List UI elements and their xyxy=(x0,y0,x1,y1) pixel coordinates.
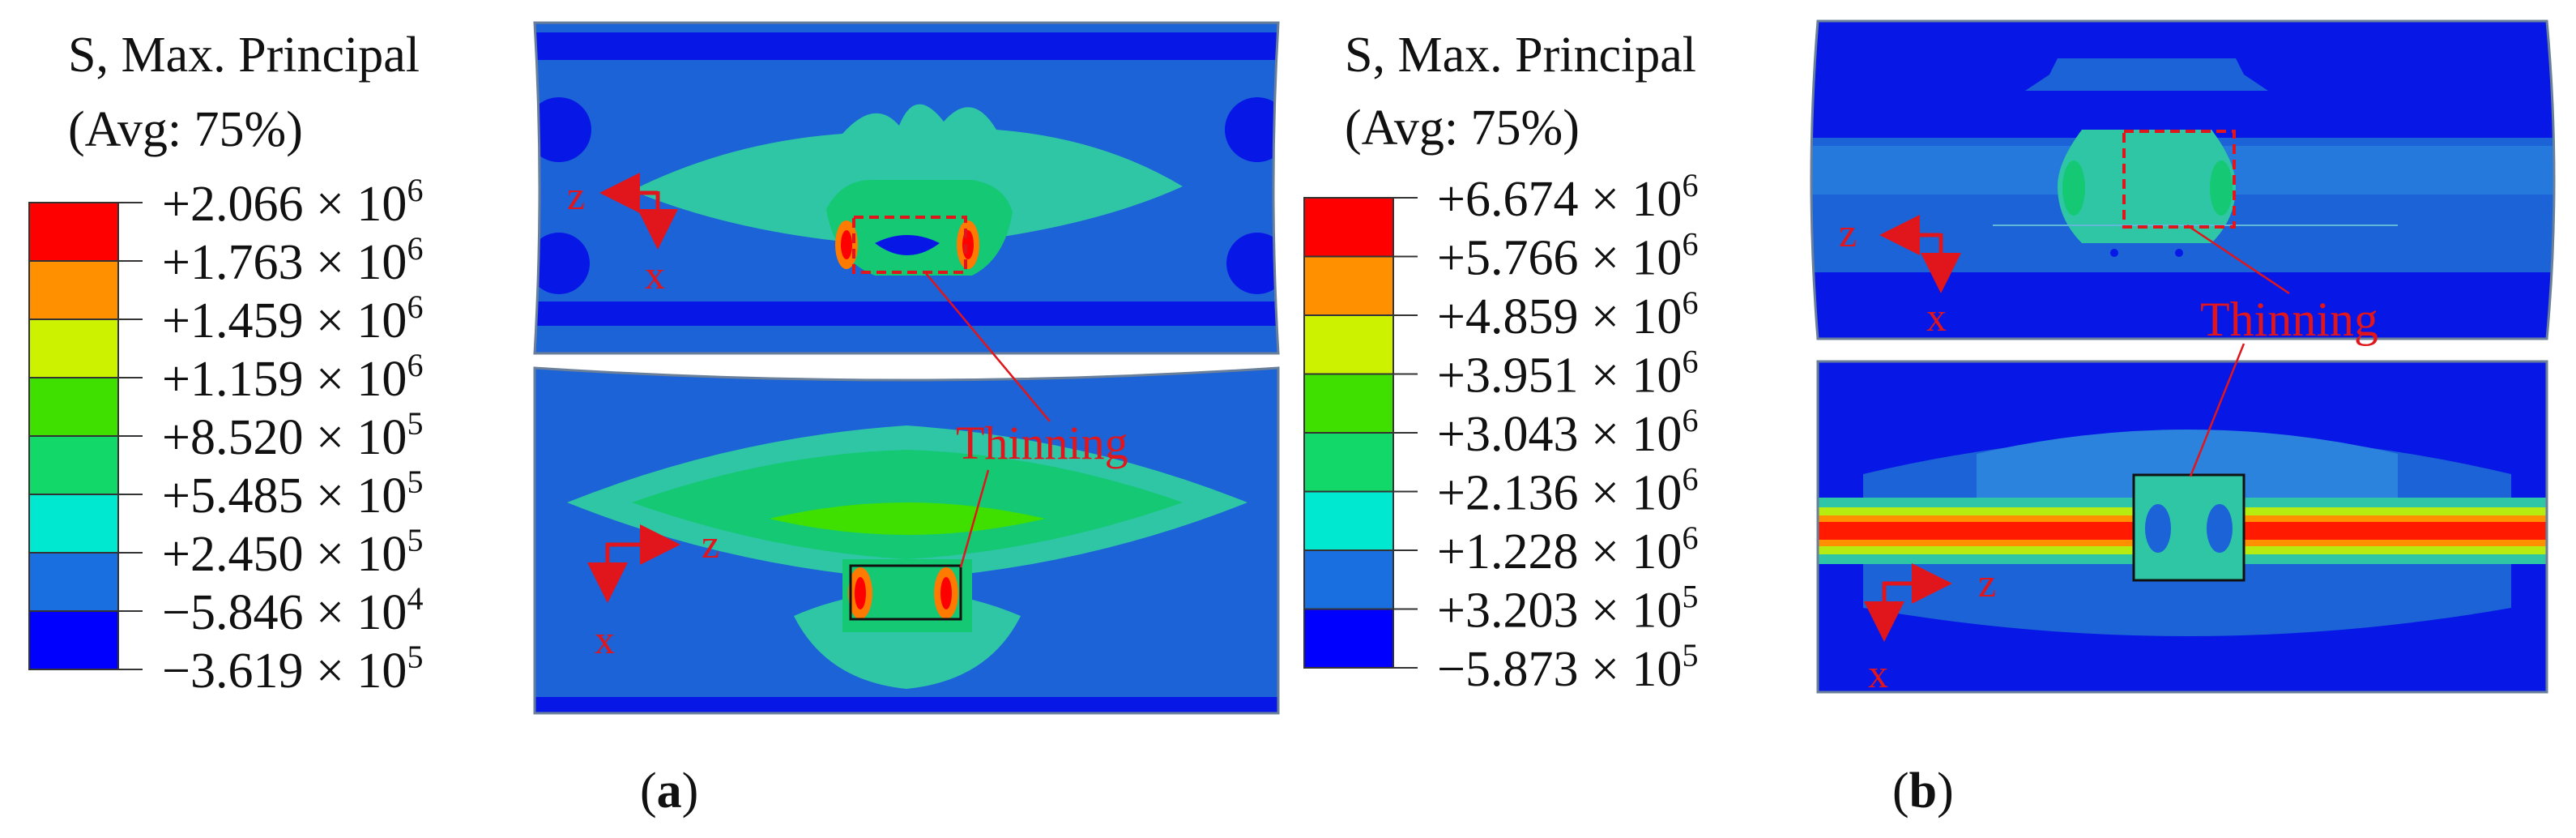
legend-b-label: +5.766 × 106 xyxy=(1437,226,1698,286)
thinning-region-b-top xyxy=(2122,130,2236,229)
legend-b-swatch xyxy=(1303,314,1394,375)
legend-b-label: +3.203 × 105 xyxy=(1437,579,1698,639)
cylinder-a-top: z x xyxy=(533,21,1280,355)
leader-a-top xyxy=(924,271,1051,422)
caption-a: (a) xyxy=(640,763,698,819)
legend-a-label: +8.520 × 105 xyxy=(162,405,423,465)
legend-b-title: S, Max. Principal xyxy=(1345,28,1696,83)
leader-b-bottom xyxy=(2189,343,2245,477)
legend-a-subtitle: (Avg: 75%) xyxy=(68,102,303,157)
annotation-a-thinning: Thinning xyxy=(956,417,1128,469)
legend-a-colorbar xyxy=(28,202,119,670)
legend-b-colorbar xyxy=(1303,197,1394,669)
legend-a-swatch xyxy=(28,319,119,378)
legend-b-label: +6.674 × 106 xyxy=(1437,167,1698,227)
thinning-region-a-bottom xyxy=(849,564,962,621)
panel-b: S, Max. Principal (Avg: 75%) +6.674 × 10… xyxy=(1303,19,2556,819)
legend-a-title: S, Max. Principal xyxy=(68,28,420,83)
legend-b-subtitle: (Avg: 75%) xyxy=(1345,100,1580,156)
legend-b: S, Max. Principal (Avg: 75%) +6.674 × 10… xyxy=(1303,28,1698,697)
cylinder-a-bottom: z x xyxy=(533,366,1280,715)
axis-b-top-z: z xyxy=(1839,210,1857,255)
legend-a-swatch xyxy=(28,377,119,437)
legend-a-label: −3.619 × 105 xyxy=(162,639,423,699)
cylinder-b-bottom: z x xyxy=(1816,360,2548,696)
legend-b-labels: +6.674 × 106+5.766 × 106+4.859 × 106+3.9… xyxy=(1393,167,1698,697)
axis-b-bottom-z: z xyxy=(1978,560,1996,605)
legend-a-swatch xyxy=(28,494,119,554)
legend-a-label: +2.066 × 106 xyxy=(162,172,423,232)
legend-b-label: +1.228 × 106 xyxy=(1437,519,1698,579)
legend-a-label: +1.763 × 106 xyxy=(162,230,423,290)
axis-a-bottom-x: x xyxy=(595,617,615,662)
legend-b-label: +3.043 × 106 xyxy=(1437,402,1698,462)
axis-a-bottom-z: z xyxy=(702,521,719,567)
legend-b-label: +3.951 × 106 xyxy=(1437,344,1698,404)
legend-a-label: −5.846 × 104 xyxy=(162,580,423,640)
legend-b-label: +2.136 × 106 xyxy=(1437,461,1698,521)
legend-a: S, Max. Principal (Avg: 75%) +2.066 × 10… xyxy=(28,28,423,699)
legend-a-label: +5.485 × 105 xyxy=(162,464,423,524)
legend-a-swatch xyxy=(28,435,119,495)
leader-a-bottom xyxy=(959,469,990,568)
axis-b-top-x: x xyxy=(1926,294,1947,340)
legend-a-labels: +2.066 × 106+1.763 × 106+1.459 × 106+1.1… xyxy=(118,172,423,699)
axis-a-top-z: z xyxy=(567,173,585,218)
annotation-b-thinning: Thinning xyxy=(2200,293,2378,346)
panel-a: S, Max. Principal (Avg: 75%) +2.066 × 10… xyxy=(28,21,1280,819)
axis-a-top-x: x xyxy=(645,252,665,297)
cylinder-b-top: z x xyxy=(1810,19,2556,340)
legend-b-label: −5.873 × 105 xyxy=(1437,637,1698,697)
legend-a-swatch xyxy=(28,610,119,670)
legend-b-swatch xyxy=(1303,197,1394,258)
legend-a-swatch xyxy=(28,202,119,262)
legend-b-label: +4.859 × 106 xyxy=(1437,284,1698,344)
legend-b-swatch xyxy=(1303,549,1394,610)
legend-b-swatch xyxy=(1303,490,1394,551)
legend-a-label: +1.459 × 106 xyxy=(162,289,423,348)
legend-a-label: +2.450 × 105 xyxy=(162,522,423,582)
legend-b-swatch xyxy=(1303,255,1394,316)
thinning-region-b-bottom xyxy=(2132,473,2245,582)
legend-b-swatch xyxy=(1303,608,1394,669)
legend-b-swatch xyxy=(1303,373,1394,434)
leader-b-top xyxy=(2186,224,2290,295)
caption-b: (b) xyxy=(1892,763,1954,819)
axis-b-bottom-x: x xyxy=(1868,651,1888,696)
thinning-region-a-top xyxy=(852,216,967,274)
legend-a-swatch xyxy=(28,552,119,612)
legend-a-swatch xyxy=(28,260,119,320)
legend-a-label: +1.159 × 106 xyxy=(162,347,423,407)
legend-b-swatch xyxy=(1303,432,1394,493)
